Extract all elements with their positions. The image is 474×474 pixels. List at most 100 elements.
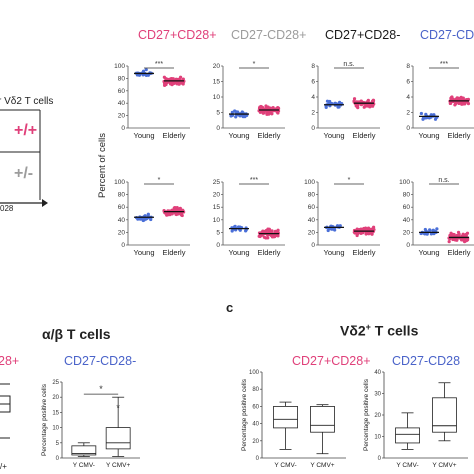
data-point [352, 99, 356, 103]
data-point [276, 105, 280, 110]
sig-label: * [348, 177, 351, 184]
y-tick-label: 0 [256, 456, 260, 462]
x-group-label: Elderly [163, 248, 186, 257]
box [273, 405, 298, 429]
vd2-title-main: Vδ2 [340, 322, 366, 339]
data-point [459, 95, 463, 99]
x-group-label: Elderly [353, 131, 376, 140]
y-tick-label: 20 [213, 192, 221, 199]
scatter-panel-r1c4: 0 2 4 6 8 Young Elderly *** [406, 61, 474, 140]
data-point [241, 115, 245, 119]
data-point [362, 105, 366, 109]
y-tick-label: 15 [213, 79, 221, 86]
y-tick-label: 100 [249, 370, 260, 376]
box-panel-ab_cd27-cd28-: 0 5 10 15 20 25 Percentage positive cells Y CMV… [41, 380, 140, 469]
quad-bottom-label: +/- [14, 165, 34, 182]
y-tick-label: 0 [56, 456, 60, 462]
data-point [365, 231, 369, 235]
sig-label: * [158, 177, 161, 184]
data-point [447, 240, 451, 244]
y-tick-label: 25 [52, 380, 59, 386]
y-tick-label: 5 [216, 110, 220, 117]
vd2-title: Vδ2+ T cells [340, 322, 418, 339]
data-point [178, 75, 183, 79]
data-point [233, 224, 237, 228]
data-point [266, 227, 270, 231]
y-tick-label: 10 [213, 94, 221, 101]
data-point [435, 227, 439, 231]
y-tick-label: 40 [374, 370, 381, 376]
y-tick-label: 40 [403, 217, 411, 224]
y-tick-label: 20 [118, 229, 126, 236]
data-point [421, 117, 425, 121]
y-tick-label: 6 [311, 79, 315, 86]
y-tick-label: 6 [406, 79, 410, 86]
scatter-panel-r2c2: 0 5 10 15 20 25 Young Elderly *** [213, 177, 285, 257]
box [395, 427, 420, 444]
data-point [429, 232, 433, 236]
data-point [162, 75, 166, 79]
y-tick-label: 15 [213, 204, 221, 211]
y-tick-label: 80 [403, 192, 411, 199]
x-group-label: Elderly [258, 131, 281, 140]
data-point [262, 110, 266, 115]
x-group-label: Elderly [163, 131, 186, 140]
plus-fragment: /+ [0, 462, 7, 471]
vd2-title-sup: + [365, 322, 371, 332]
data-point [459, 101, 463, 105]
y-tick-label: 0 [406, 242, 410, 249]
bottom-right-header1: CD27+CD28+ [292, 354, 371, 368]
data-point [337, 105, 341, 109]
y-tick-label: 100 [114, 63, 125, 70]
y-tick-label: 10 [52, 426, 59, 432]
y-tick-label: 0 [216, 242, 220, 249]
data-point [372, 227, 376, 232]
y-tick-label: 60 [403, 204, 411, 211]
y-tick-label: 0 [311, 125, 315, 132]
y-tick-label: 8 [406, 63, 410, 70]
data-point [266, 105, 270, 109]
cropped-box-left [0, 383, 11, 439]
box-x-label: Y CMV+ [432, 462, 456, 469]
data-point [270, 112, 274, 116]
section-c-label: c [226, 300, 234, 315]
y-tick-label: 2 [311, 110, 315, 117]
data-point [276, 234, 280, 238]
data-point [266, 236, 270, 240]
sig-label: n.s. [343, 61, 354, 68]
data-point [456, 96, 460, 100]
data-point [428, 228, 432, 232]
y-tick-label: 20 [403, 229, 411, 236]
y-tick-label: 5 [216, 229, 220, 236]
data-point [352, 97, 357, 101]
data-point [451, 234, 455, 238]
y-tick-label: 80 [118, 192, 126, 199]
x-group-label: Elderly [353, 248, 376, 257]
bottom-right-header2: CD27-CD28 [392, 354, 461, 368]
sig-label: * [253, 61, 256, 68]
sig-label: *** [155, 61, 163, 68]
header-cd27n-cd28n: CD27-CD2 [420, 28, 474, 42]
y-tick-label: 60 [118, 88, 126, 95]
y-tick-label: 5 [56, 441, 60, 447]
x-group-label: Young [134, 131, 155, 140]
header-cd27n-cd28p: CD27-CD28+ [231, 28, 307, 42]
data-point [144, 68, 148, 72]
data-point [368, 105, 372, 109]
y-tick-label: 40 [252, 422, 259, 428]
data-point [419, 111, 423, 116]
data-point [164, 82, 168, 87]
left-panel-title: r Vδ2 T cells [0, 96, 54, 107]
box [310, 405, 335, 433]
x-group-label: Young [324, 248, 345, 257]
y-tick-label: 10 [213, 217, 221, 224]
data-point [141, 218, 145, 222]
data-point [257, 234, 261, 238]
vd2-title-rest: T cells [370, 322, 419, 339]
y-tick-label: 4 [406, 94, 410, 101]
sig-label: n.s. [438, 177, 449, 184]
data-point [355, 233, 359, 238]
y-tick-label: 80 [118, 75, 126, 82]
data-point [141, 69, 146, 73]
y-tick-label: 60 [308, 204, 316, 211]
